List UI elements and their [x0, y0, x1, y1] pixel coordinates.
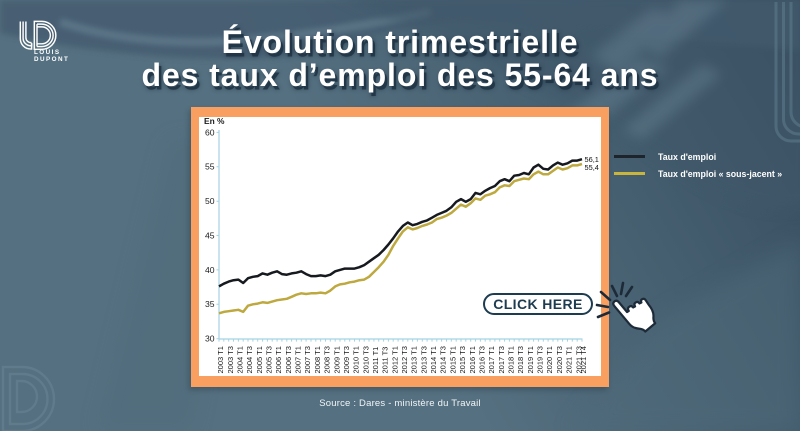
svg-text:2010 T1: 2010 T1 — [352, 346, 361, 373]
svg-text:2006 T1: 2006 T1 — [274, 346, 283, 373]
svg-text:2015 T3: 2015 T3 — [458, 346, 467, 373]
svg-text:2018 T1: 2018 T1 — [507, 346, 516, 373]
svg-text:2016 T3: 2016 T3 — [478, 346, 487, 373]
svg-text:2003 T1: 2003 T1 — [216, 346, 225, 373]
svg-text:2004 T3: 2004 T3 — [245, 346, 254, 373]
svg-text:2004 T1: 2004 T1 — [236, 346, 245, 373]
svg-text:2008 T3: 2008 T3 — [323, 346, 332, 373]
svg-text:2011 T1: 2011 T1 — [371, 347, 380, 374]
svg-text:2005 T3: 2005 T3 — [265, 346, 274, 373]
svg-text:2016 T1: 2016 T1 — [468, 346, 477, 373]
svg-text:2011 T3: 2011 T3 — [381, 347, 390, 374]
svg-text:2006 T3: 2006 T3 — [284, 346, 293, 373]
svg-text:2019 T1: 2019 T1 — [526, 346, 535, 373]
svg-text:50: 50 — [205, 196, 215, 206]
svg-text:2003 T3: 2003 T3 — [226, 346, 235, 373]
svg-text:2013 T1: 2013 T1 — [410, 346, 419, 373]
svg-text:2015 T1: 2015 T1 — [448, 346, 457, 373]
svg-text:2021 T4: 2021 T4 — [579, 346, 588, 373]
svg-text:2014 T1: 2014 T1 — [429, 346, 438, 373]
svg-text:2020 T1: 2020 T1 — [545, 346, 554, 373]
svg-text:2020 T3: 2020 T3 — [555, 346, 564, 373]
svg-text:2007 T3: 2007 T3 — [303, 346, 312, 373]
svg-text:2013 T3: 2013 T3 — [419, 346, 428, 373]
svg-text:56,1: 56,1 — [585, 155, 599, 164]
svg-text:2008 T1: 2008 T1 — [313, 346, 322, 373]
svg-text:40: 40 — [205, 265, 215, 275]
svg-text:2019 T3: 2019 T3 — [536, 346, 545, 373]
svg-text:2021 T3: 2021 T3 — [574, 346, 583, 373]
svg-text:2010 T3: 2010 T3 — [361, 346, 370, 373]
svg-text:2009 T3: 2009 T3 — [342, 346, 351, 373]
svg-text:2012 T3: 2012 T3 — [400, 346, 409, 373]
svg-text:2018 T3: 2018 T3 — [516, 346, 525, 373]
svg-text:2017 T1: 2017 T1 — [487, 346, 496, 373]
svg-text:2014 T3: 2014 T3 — [439, 346, 448, 373]
svg-text:2005 T1: 2005 T1 — [255, 346, 264, 373]
svg-text:45: 45 — [205, 230, 215, 240]
svg-text:35: 35 — [205, 299, 215, 309]
svg-text:60: 60 — [205, 127, 215, 137]
svg-text:55: 55 — [205, 162, 215, 172]
svg-text:2009 T1: 2009 T1 — [332, 346, 341, 373]
svg-text:2007 T1: 2007 T1 — [294, 346, 303, 373]
svg-text:55,4: 55,4 — [585, 163, 599, 172]
svg-text:2012 T1: 2012 T1 — [390, 346, 399, 373]
svg-text:2017 T3: 2017 T3 — [497, 346, 506, 373]
svg-text:2021 T1: 2021 T1 — [565, 346, 574, 373]
svg-text:En %: En % — [204, 116, 225, 126]
svg-text:30: 30 — [205, 334, 215, 344]
